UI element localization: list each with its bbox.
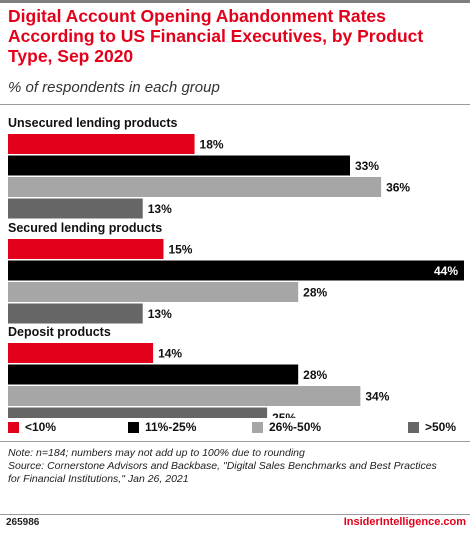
note-line: Note: n=184; numbers may not add up to 1… <box>8 447 305 459</box>
legend-swatch-under-10 <box>8 421 19 433</box>
source-line-continued: for Financial Institutions," Jan 26, 202… <box>8 473 189 485</box>
data-label: 34% <box>365 390 389 404</box>
legend-item-under-10: <10% <box>8 420 56 434</box>
bar <box>8 155 350 176</box>
legend-swatch-26-50 <box>252 421 263 433</box>
bar <box>8 386 361 406</box>
bar <box>8 282 299 302</box>
group-label: Unsecured lending products <box>8 116 178 130</box>
legend-item-26-50: 26%-50% <box>252 420 321 434</box>
data-label: 13% <box>148 307 172 321</box>
source-line: Source: Cornerstone Advisors and Backbas… <box>8 460 437 472</box>
data-label: 44% <box>434 264 458 278</box>
footer-divider <box>0 514 470 515</box>
brand-logo-text: InsiderIntelligence.com <box>343 516 466 528</box>
group-label: Deposit products <box>8 325 111 339</box>
chart-subtitle: % of respondents in each group <box>8 79 220 96</box>
data-label: 25% <box>272 411 296 418</box>
legend-swatch-11-25 <box>128 421 139 433</box>
data-label: 13% <box>148 202 172 216</box>
data-label: 18% <box>200 138 224 152</box>
bar <box>8 198 143 219</box>
data-label: 33% <box>355 159 379 173</box>
subtitle-divider <box>0 104 470 105</box>
legend-divider <box>0 441 470 442</box>
legend-label-26-50: 26%-50% <box>269 420 322 434</box>
data-label: 15% <box>168 243 192 257</box>
data-label: 14% <box>158 347 182 361</box>
bar-chart: Unsecured lending products 18% 33% 36% 13% Se… <box>8 116 464 418</box>
bar <box>8 239 164 259</box>
bar <box>8 407 268 418</box>
legend-label-over-50: >50% <box>425 420 457 434</box>
data-label: 28% <box>303 368 327 382</box>
bar <box>8 303 143 324</box>
top-rule <box>0 0 470 3</box>
bar <box>8 364 299 385</box>
legend-swatch-over-50 <box>408 421 419 433</box>
data-label: 28% <box>303 286 327 300</box>
legend-item-11-25: 11%-25% <box>128 420 196 434</box>
notes: Note: n=184; numbers may not add up to 1… <box>8 447 468 486</box>
chart-title: Digital Account Opening Abandonment Rate… <box>8 6 424 66</box>
bar <box>8 260 464 281</box>
legend-label-11-25: 11%-25% <box>145 420 197 434</box>
data-label: 36% <box>386 181 410 195</box>
bar <box>8 343 154 363</box>
bar <box>8 177 382 197</box>
chart-id: 265986 <box>6 517 40 528</box>
legend-label-under-10: <10% <box>25 420 57 434</box>
group-label: Secured lending products <box>8 221 162 235</box>
footer: 265986 InsiderIntelligence.com <box>6 516 466 531</box>
legend-item-over-50: >50% <box>408 420 456 434</box>
bar <box>8 134 195 154</box>
